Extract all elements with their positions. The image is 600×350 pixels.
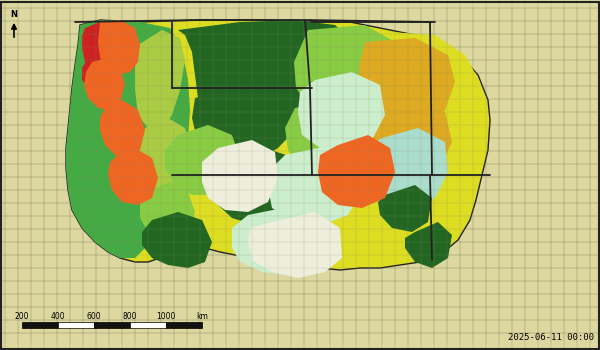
Polygon shape [108, 148, 158, 205]
Polygon shape [268, 145, 362, 225]
Polygon shape [100, 100, 145, 158]
Polygon shape [142, 212, 212, 268]
Polygon shape [294, 25, 395, 112]
Polygon shape [215, 148, 305, 225]
Polygon shape [298, 72, 385, 150]
Polygon shape [295, 32, 485, 268]
Text: 1000: 1000 [157, 312, 176, 321]
Polygon shape [84, 58, 125, 110]
Polygon shape [165, 125, 240, 195]
Polygon shape [140, 182, 195, 242]
Text: 200: 200 [15, 312, 29, 321]
Text: 800: 800 [123, 312, 137, 321]
Bar [58, 322, 94, 328]
Polygon shape [248, 212, 342, 278]
Polygon shape [348, 98, 452, 185]
Polygon shape [66, 20, 490, 270]
Polygon shape [135, 30, 185, 130]
Bar [130, 322, 166, 328]
Polygon shape [240, 20, 352, 105]
Bar [166, 322, 202, 328]
Text: km: km [196, 312, 208, 321]
Polygon shape [82, 22, 120, 75]
Text: N: N [10, 10, 17, 19]
Polygon shape [378, 185, 432, 232]
Polygon shape [285, 98, 382, 178]
Polygon shape [405, 222, 452, 268]
Bar [94, 322, 130, 328]
Polygon shape [358, 128, 448, 208]
Text: 400: 400 [50, 312, 65, 321]
Polygon shape [232, 205, 330, 275]
Polygon shape [66, 20, 190, 258]
Polygon shape [202, 140, 278, 212]
Polygon shape [178, 22, 318, 162]
Polygon shape [358, 38, 455, 135]
Polygon shape [318, 135, 395, 208]
Polygon shape [265, 42, 348, 118]
Polygon shape [82, 52, 118, 95]
Text: 600: 600 [86, 312, 101, 321]
Polygon shape [138, 118, 192, 195]
Polygon shape [192, 88, 268, 162]
Text: 2025-06-11 00:00: 2025-06-11 00:00 [508, 333, 594, 342]
Polygon shape [98, 20, 140, 75]
Bar [22, 322, 58, 328]
